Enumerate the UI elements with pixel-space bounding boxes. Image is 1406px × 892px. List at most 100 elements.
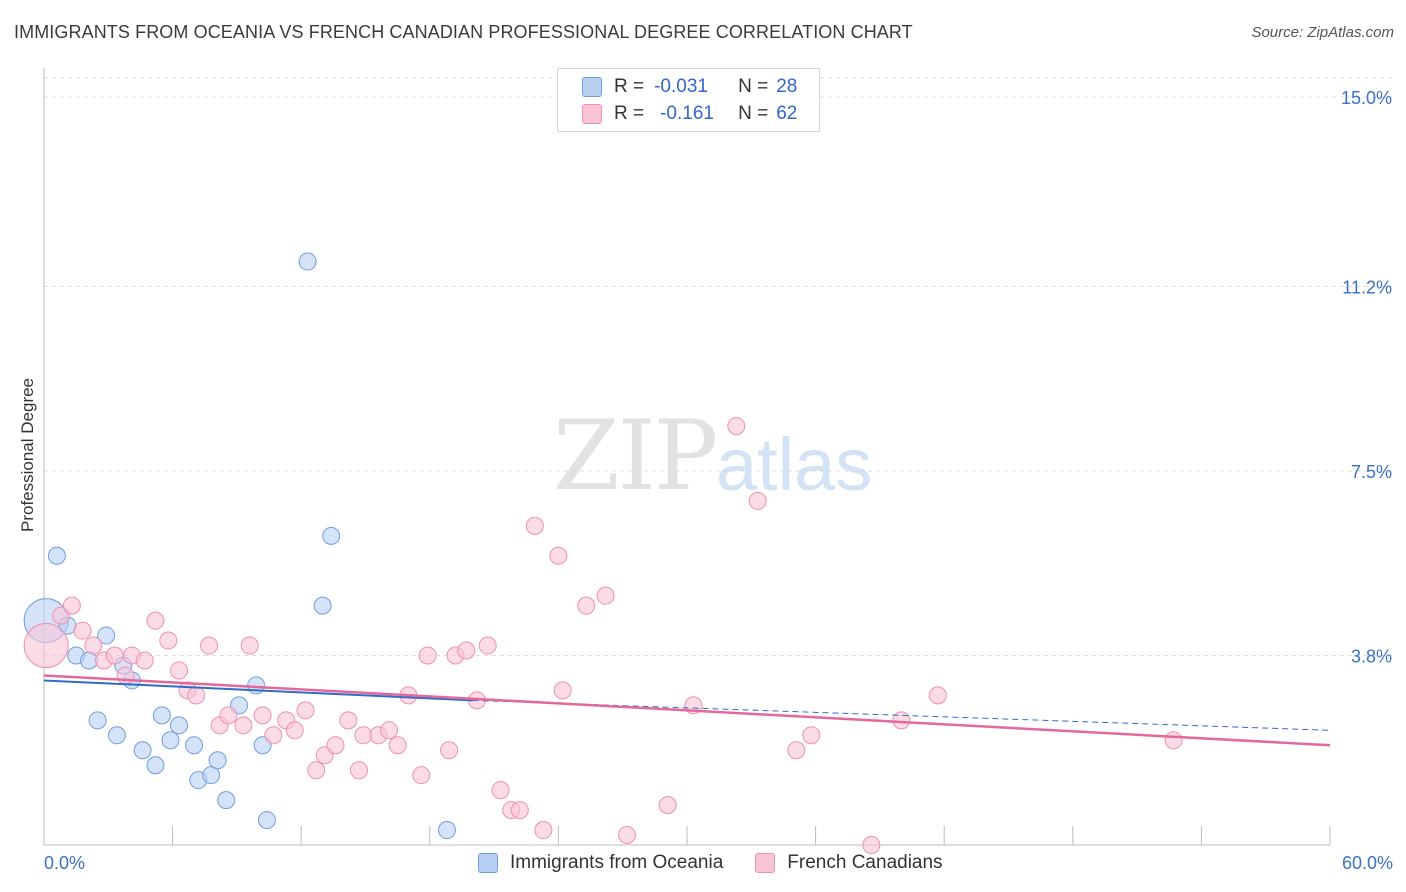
series-legend-oceania: Immigrants from Oceania <box>478 852 723 874</box>
point-oceania <box>185 736 204 755</box>
legend-swatch-oceania <box>582 77 602 97</box>
point-french-canadian <box>73 621 92 640</box>
legend-row-oceania: R = -0.031 N = 28 <box>582 75 797 99</box>
point-french-canadian <box>549 546 568 565</box>
point-french-canadian <box>457 641 476 660</box>
point-french-canadian <box>617 826 636 845</box>
point-french-canadian <box>296 701 315 720</box>
legend-r-label: R = <box>614 103 645 124</box>
point-oceania <box>80 651 99 670</box>
point-french-canadian <box>412 766 431 785</box>
point-french-canadian <box>658 796 677 815</box>
legend-n-label: N = <box>738 76 769 97</box>
point-french-canadian <box>802 726 821 745</box>
point-french-canadian <box>307 761 326 780</box>
point-french-canadian <box>285 721 304 740</box>
point-french-canadian <box>577 596 596 615</box>
point-french-canadian <box>553 681 572 700</box>
point-oceania <box>88 711 107 730</box>
point-french-canadian <box>170 661 189 680</box>
y-tick-label: 11.2% <box>1342 277 1392 297</box>
point-french-canadian <box>388 736 407 755</box>
series-label-french-canadian: French Canadians <box>787 852 943 873</box>
point-french-canadian <box>339 711 358 730</box>
point-oceania <box>208 751 227 770</box>
x-tick-label: 0.0% <box>44 853 85 873</box>
point-oceania <box>107 726 126 745</box>
point-french-canadian <box>440 741 459 760</box>
point-oceania <box>146 756 165 775</box>
watermark-atlas: atlas <box>716 423 873 506</box>
point-french-canadian <box>84 636 103 655</box>
point-french-canadian <box>219 706 238 725</box>
point-oceania <box>47 546 66 565</box>
point-french-canadian <box>1164 731 1183 750</box>
point-french-canadian <box>510 801 529 820</box>
point-french-canadian <box>187 686 206 705</box>
source-label: Source: ZipAtlas.com <box>1251 24 1394 41</box>
legend-row-french-canadian: R = -0.161 N = 62 <box>582 102 797 126</box>
point-french-canadian <box>534 821 553 840</box>
point-oceania <box>97 626 116 645</box>
point-french-canadian <box>596 586 615 605</box>
legend-r-label: R = <box>614 76 645 97</box>
point-oceania <box>202 766 221 785</box>
trend-line-oceania <box>43 679 473 702</box>
point-french-canadian <box>380 721 399 740</box>
point-french-canadian <box>234 716 253 735</box>
point-french-canadian <box>23 623 69 669</box>
point-oceania <box>313 596 332 615</box>
point-french-canadian <box>326 736 345 755</box>
y-tick-label: 3.8% <box>1351 647 1392 667</box>
point-french-canadian <box>928 686 947 705</box>
trend-line-french-canadian <box>43 674 1331 747</box>
legend-n-value-french-canadian: 62 <box>776 103 798 124</box>
point-french-canadian <box>62 596 81 615</box>
series-label-oceania: Immigrants from Oceania <box>510 852 724 873</box>
correlation-legend: R = -0.031 N = 28 R = -0.161 N = 62 <box>557 68 820 132</box>
point-french-canadian <box>350 761 369 780</box>
point-french-canadian <box>525 516 544 535</box>
point-oceania <box>152 706 171 725</box>
point-oceania <box>257 811 276 830</box>
point-french-canadian <box>240 636 259 655</box>
legend-n-value-oceania: 28 <box>776 76 798 97</box>
y-tick-label: 15.0% <box>1341 88 1392 108</box>
series-legend: Immigrants from Oceania French Canadians <box>478 852 975 874</box>
point-french-canadian <box>418 646 437 665</box>
series-swatch-french-canadian <box>755 853 776 873</box>
point-french-canadian <box>727 417 746 436</box>
point-french-canadian <box>135 651 154 670</box>
watermark-zip: ZIP <box>553 400 718 512</box>
point-oceania <box>437 821 456 840</box>
chart-title: IMMIGRANTS FROM OCEANIA VS FRENCH CANADI… <box>14 22 913 42</box>
x-tick-label: 60.0% <box>1342 853 1393 873</box>
point-french-canadian <box>264 726 283 745</box>
point-french-canadian <box>491 781 510 800</box>
point-oceania <box>133 741 152 760</box>
point-french-canadian <box>200 636 219 655</box>
point-oceania <box>217 791 236 810</box>
legend-r-value-oceania: -0.031 <box>654 76 708 97</box>
point-french-canadian <box>159 631 178 650</box>
point-french-canadian <box>787 741 806 760</box>
series-legend-french-canadian: French Canadians <box>755 852 943 874</box>
point-french-canadian <box>892 711 911 730</box>
legend-r-value-french-canadian: -0.161 <box>660 103 714 124</box>
legend-n-label: N = <box>738 103 769 124</box>
point-french-canadian <box>146 611 165 630</box>
point-french-canadian <box>478 636 497 655</box>
legend-swatch-french-canadian <box>582 104 602 124</box>
series-swatch-oceania <box>478 853 498 873</box>
point-french-canadian <box>253 706 272 725</box>
point-french-canadian <box>748 491 767 510</box>
point-oceania <box>322 526 341 545</box>
point-french-canadian <box>105 646 124 665</box>
y-tick-label: 7.5% <box>1351 462 1392 482</box>
point-oceania <box>161 731 180 750</box>
point-oceania <box>298 252 317 271</box>
point-oceania <box>170 716 189 735</box>
point-french-canadian <box>354 726 373 745</box>
point-french-canadian <box>862 836 881 854</box>
